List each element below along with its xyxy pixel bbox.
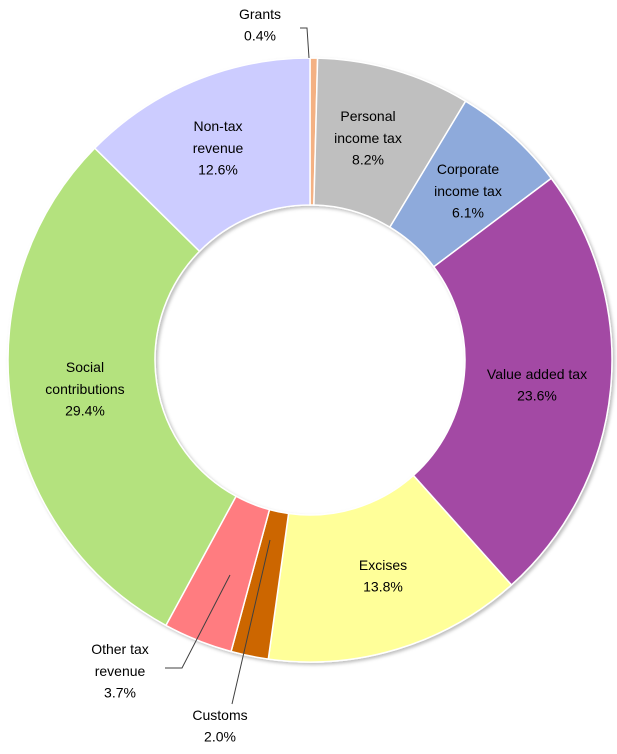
value-label: 3.7%	[104, 685, 136, 701]
leader-line	[165, 574, 231, 669]
slice	[412, 177, 613, 587]
category-label: Grants	[239, 6, 281, 22]
label-line: Non-tax	[193, 118, 242, 134]
label-line: Excises	[359, 557, 407, 573]
category-label: Excises	[359, 557, 407, 573]
value-label: 29.4%	[65, 403, 105, 419]
label-line: revenue	[95, 663, 146, 679]
category-label: Personal income tax	[334, 108, 402, 146]
label-line: Personal	[340, 108, 395, 124]
category-label: Other tax revenue	[91, 641, 149, 679]
label-line: revenue	[193, 140, 244, 156]
label-line: Other tax	[91, 641, 149, 657]
category-label: Corporate income tax	[434, 161, 502, 199]
leader-line	[300, 27, 310, 59]
label-line: income tax	[434, 183, 502, 199]
slice	[267, 474, 513, 663]
label-line: Grants	[239, 6, 281, 22]
label-line: Value added tax	[487, 366, 587, 382]
value-label: 6.1%	[452, 205, 484, 221]
category-label: Non-tax revenue	[193, 118, 244, 156]
category-label: Customs	[192, 707, 247, 723]
labels: Grants 0.4% Personal income tax 8.2% Corporat…	[45, 6, 587, 745]
label-line: income tax	[334, 130, 402, 146]
value-label: 23.6%	[517, 388, 557, 404]
leader-line	[231, 539, 271, 705]
label-line: contributions	[45, 381, 124, 397]
value-label: 0.4%	[244, 28, 276, 44]
label-line: Customs	[192, 707, 247, 723]
label-line: Corporate	[437, 161, 499, 177]
category-label: Value added tax	[487, 366, 587, 382]
slices	[7, 57, 613, 663]
label-line: Social	[66, 359, 104, 375]
value-label: 13.8%	[363, 579, 403, 595]
category-label: Social contributions	[45, 359, 124, 397]
value-label: 12.6%	[198, 162, 238, 178]
value-label: 2.0%	[204, 729, 236, 745]
slice	[7, 147, 238, 627]
slice	[93, 57, 311, 253]
value-label: 8.2%	[352, 152, 384, 168]
